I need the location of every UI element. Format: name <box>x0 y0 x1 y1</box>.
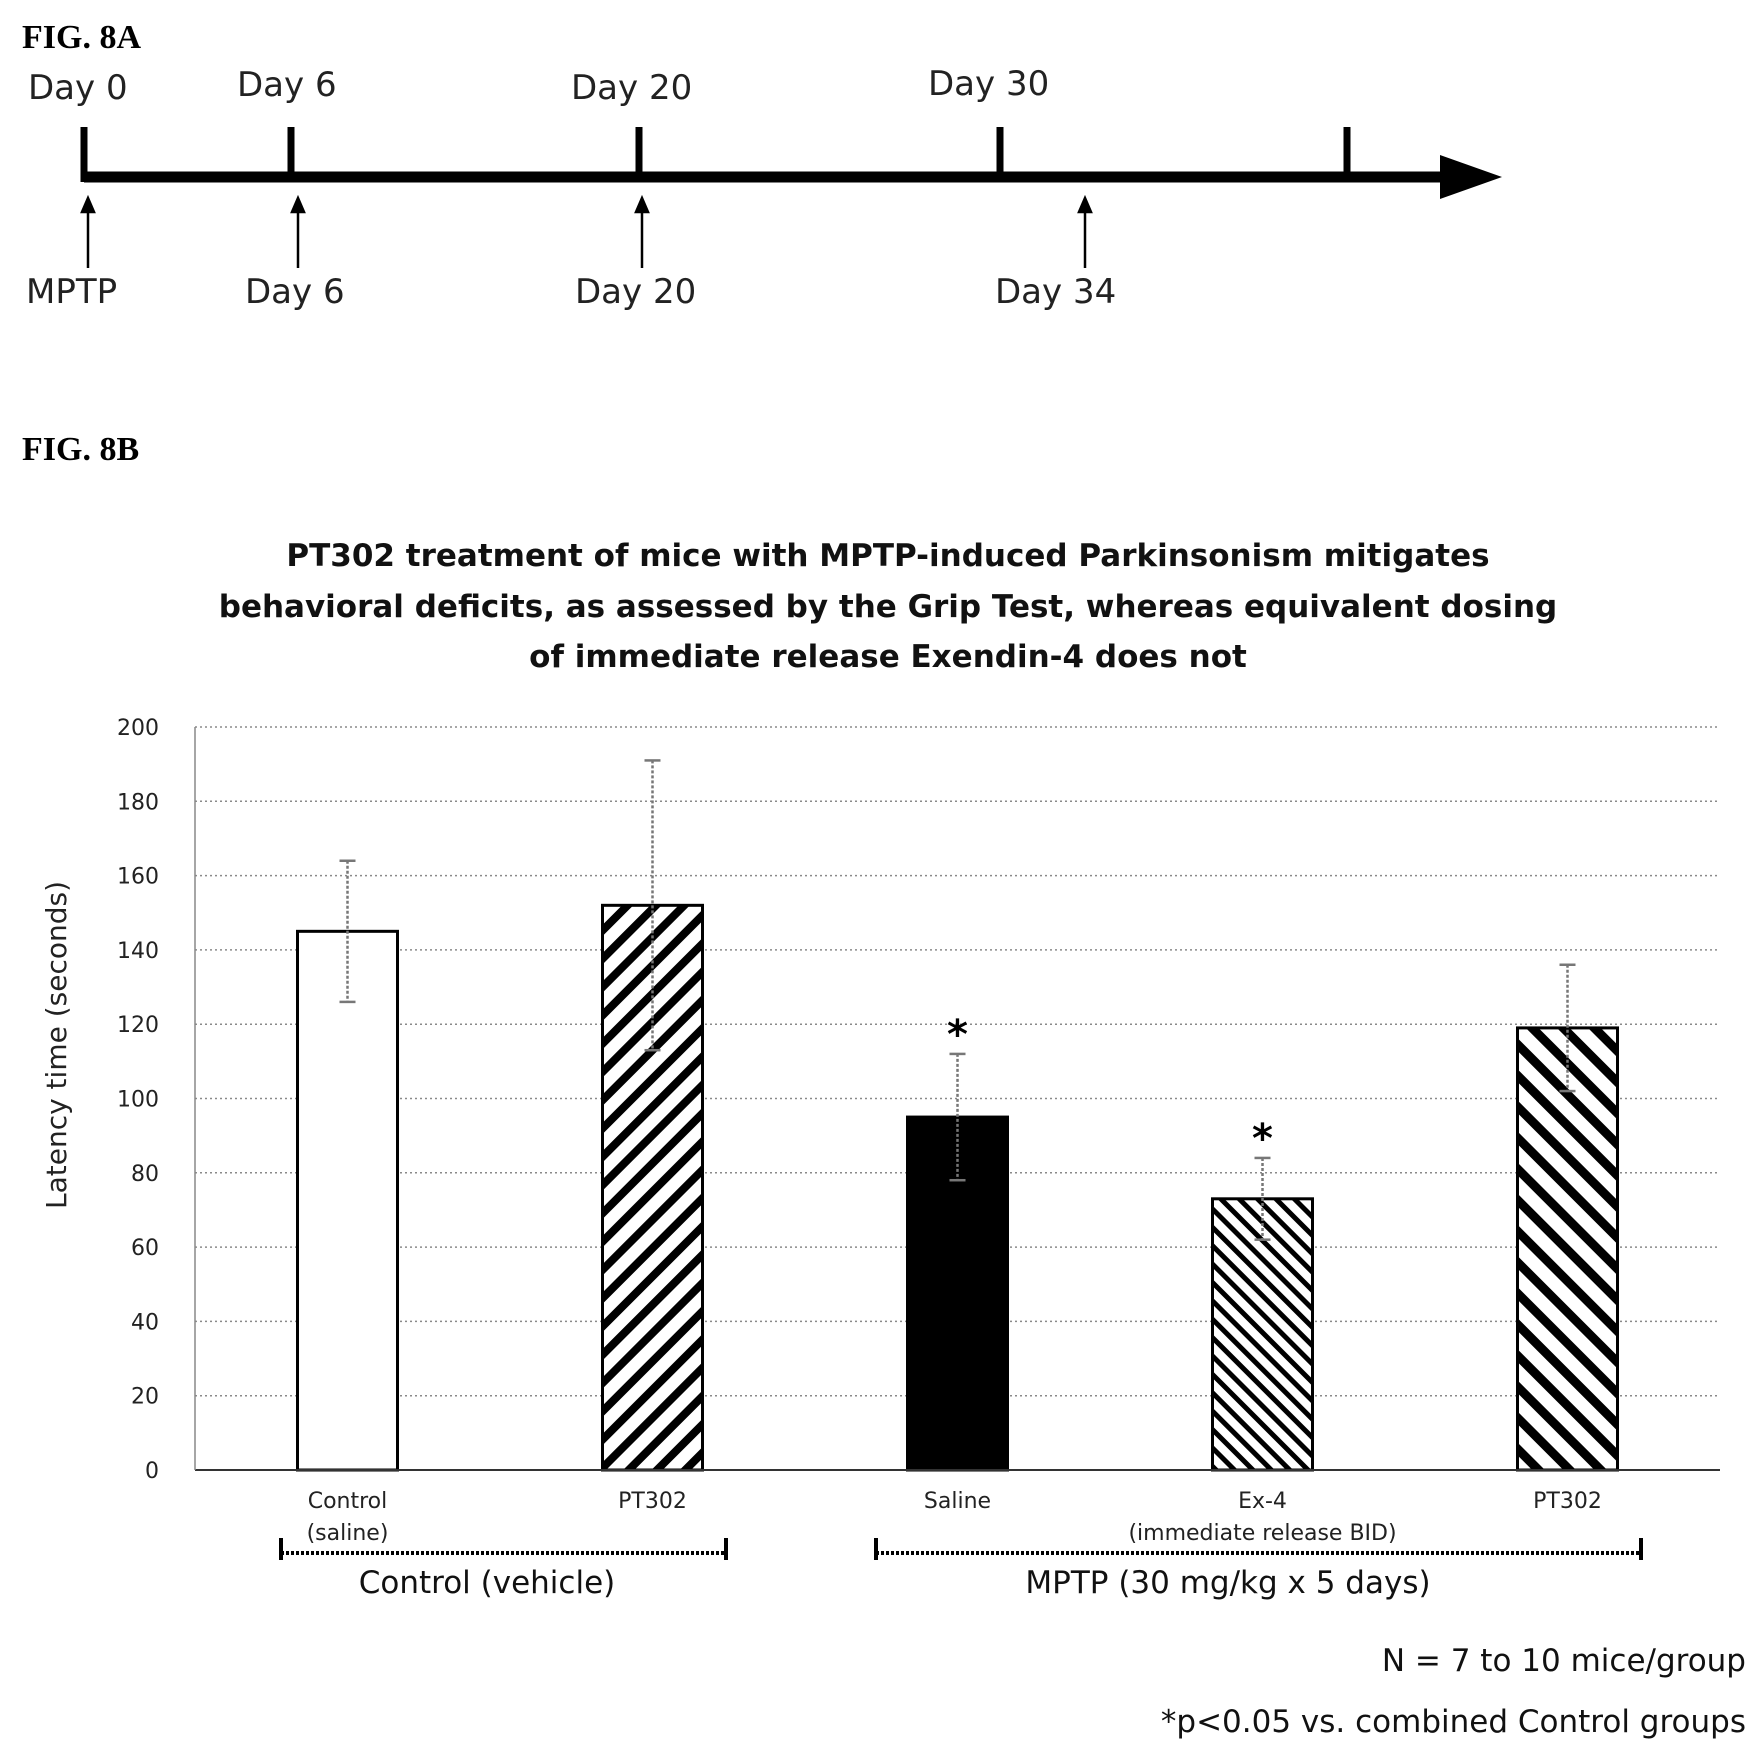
timeline-bottom-label: Day 20 <box>575 272 696 312</box>
timeline-top-label: Day 6 <box>237 65 337 105</box>
gridlines <box>195 726 1720 1397</box>
bar <box>296 929 399 1472</box>
y-axis-ticks: 0 20 40 60 80 100 120 140 160 180 200 <box>117 716 159 1484</box>
category-label: PT302 <box>618 1489 687 1514</box>
timeline-arrowhead <box>1440 155 1502 199</box>
group-bracket-control <box>279 1538 728 1560</box>
error-bar <box>1559 963 1576 1093</box>
group-label-control: Control (vehicle) <box>359 1565 616 1601</box>
chart-title-line: of immediate release Exendin-4 does not <box>529 639 1247 675</box>
timeline-top-label: Day 30 <box>928 64 1049 104</box>
category-label: Saline <box>924 1489 991 1514</box>
error-bar <box>339 859 356 1004</box>
fig-8b-label: FIG. 8B <box>22 431 139 468</box>
fig-8b: FIG. 8B PT302 treatment of mice with MPT… <box>22 431 1746 1740</box>
bar <box>601 903 704 1472</box>
y-tick-label: 100 <box>117 1088 159 1113</box>
category-label: Control <box>308 1489 388 1514</box>
error-bars <box>339 759 1576 1241</box>
significance-note: *p<0.05 vs. combined Control groups <box>1161 1704 1746 1740</box>
error-bar <box>949 1052 966 1182</box>
y-tick-label: 140 <box>117 939 159 964</box>
sample-size-note: N = 7 to 10 mice/group <box>1382 1643 1746 1679</box>
y-tick-label: 40 <box>131 1310 159 1335</box>
timeline-bottom-label: Day 6 <box>245 272 345 312</box>
bars <box>296 903 1619 1472</box>
y-tick-label: 120 <box>117 1013 159 1038</box>
y-tick-label: 160 <box>117 865 159 890</box>
y-tick-label: 20 <box>131 1385 159 1410</box>
timeline-top-label: Day 20 <box>571 68 692 108</box>
fig-8a-label: FIG. 8A <box>22 19 141 56</box>
chart-title-line: PT302 treatment of mice with MPTP-induce… <box>286 538 1489 574</box>
timeline-bottom-label: Day 34 <box>995 272 1116 312</box>
y-tick-label: 200 <box>117 716 159 741</box>
event-arrowhead <box>80 194 96 214</box>
y-axis-label: Latency time (seconds) <box>40 881 73 1209</box>
timeline-top-label: Day 0 <box>28 68 128 108</box>
fig-8a: FIG. 8A Day 0 Day 6 Day 20 Day 30 MPTP D… <box>22 19 1502 312</box>
event-arrowhead <box>634 194 650 214</box>
category-label: PT302 <box>1533 1489 1602 1514</box>
y-tick-label: 0 <box>145 1459 159 1484</box>
category-labels: Control (saline) PT302 Saline Ex-4 (immediate… <box>307 1489 1602 1546</box>
y-tick-label: 60 <box>131 1236 159 1261</box>
category-sublabel: (saline) <box>307 1521 389 1546</box>
event-arrowhead <box>290 194 306 214</box>
y-tick-label: 80 <box>131 1162 159 1187</box>
group-label-mptp: MPTP (30 mg/kg x 5 days) <box>1025 1565 1430 1601</box>
category-sublabel: (immediate release BID) <box>1128 1521 1396 1546</box>
significance-markers: ** <box>947 1012 1273 1162</box>
event-arrowhead <box>1077 194 1093 214</box>
timeline-event-arrows <box>80 194 1093 268</box>
timeline-bottom-label: MPTP <box>26 272 117 312</box>
group-bracket-mptp <box>874 1538 1643 1560</box>
significance-marker: * <box>1252 1116 1273 1162</box>
error-bar <box>1254 1156 1271 1241</box>
error-bar <box>644 759 661 1052</box>
bar <box>1516 1026 1619 1472</box>
y-tick-label: 180 <box>117 790 159 815</box>
chart-title-line: behavioral deficits, as assessed by the … <box>219 589 1557 625</box>
significance-marker: * <box>947 1012 968 1058</box>
category-label: Ex-4 <box>1238 1489 1287 1514</box>
